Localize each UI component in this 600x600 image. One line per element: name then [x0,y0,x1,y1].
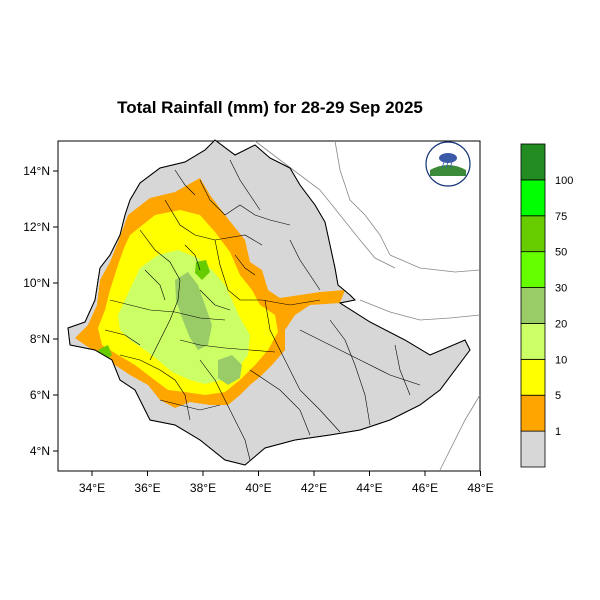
map-title: Total Rainfall (mm) for 28-29 Sep 2025 [117,98,423,117]
legend-label: 100 [555,175,573,187]
legend-swatch [520,215,546,253]
logo-cloud-icon [439,153,457,163]
legend-swatch [520,179,546,217]
legend-swatch [520,394,546,432]
x-tick-label: 34°E [79,481,105,495]
x-tick-label: 48°E [467,481,493,495]
y-axis: 14°N 12°N 10°N 8°N 6°N 4°N [23,164,58,458]
x-tick-label: 42°E [301,481,327,495]
admin-boundaries [104,159,421,461]
legend-label: 75 [555,211,567,223]
legend-label: 30 [555,283,567,295]
legend-label: 10 [555,354,567,366]
somalia-coast [359,299,481,321]
x-tick-label: 46°E [412,481,438,495]
legend-swatch [520,323,546,360]
y-tick-label: 10°N [23,276,50,290]
legend-swatch [520,287,546,324]
red-sea-coast [254,140,396,269]
gulf-coast [389,254,481,273]
somalia-border-south [439,394,481,471]
rainfall-shading [75,178,345,408]
legend-label: 5 [555,390,561,402]
y-tick-label: 6°N [30,388,50,402]
logo-rain-icon [441,161,453,169]
legend-swatch [520,251,546,288]
x-tick-label: 40°E [245,481,271,495]
legend-label: 50 [555,247,567,259]
y-tick-label: 4°N [30,444,50,458]
x-axis: 34°E 36°E 38°E 40°E 42°E 44°E 46°E 48°E [79,471,494,495]
yemen-coast [334,140,391,256]
ema-logo [425,141,471,187]
legend-label: 1 [555,426,561,438]
x-tick-label: 44°E [356,481,382,495]
legend-swatch [520,143,546,181]
logo-ring [425,141,471,187]
rain-20-30-region-2 [218,355,242,385]
legend-label: 20 [555,318,567,330]
x-tick-label: 36°E [134,481,160,495]
legend-swatch [520,358,546,396]
map-frame: 34°E 36°E 38°E 40°E 42°E 44°E 46°E 48°E 14°N 12°… [23,139,494,495]
logo-hills-icon [430,165,466,176]
x-tick-label: 38°E [190,481,216,495]
rain-20-30-region [175,272,212,350]
legend-swatch [520,430,546,468]
ethiopia-outline [67,139,471,466]
y-tick-label: 14°N [23,164,50,178]
y-tick-label: 8°N [30,332,50,346]
y-tick-label: 12°N [23,220,50,234]
color-legend: 1 5 10 20 30 50 75 100 [520,143,573,468]
rain-30-50-region [195,260,210,280]
